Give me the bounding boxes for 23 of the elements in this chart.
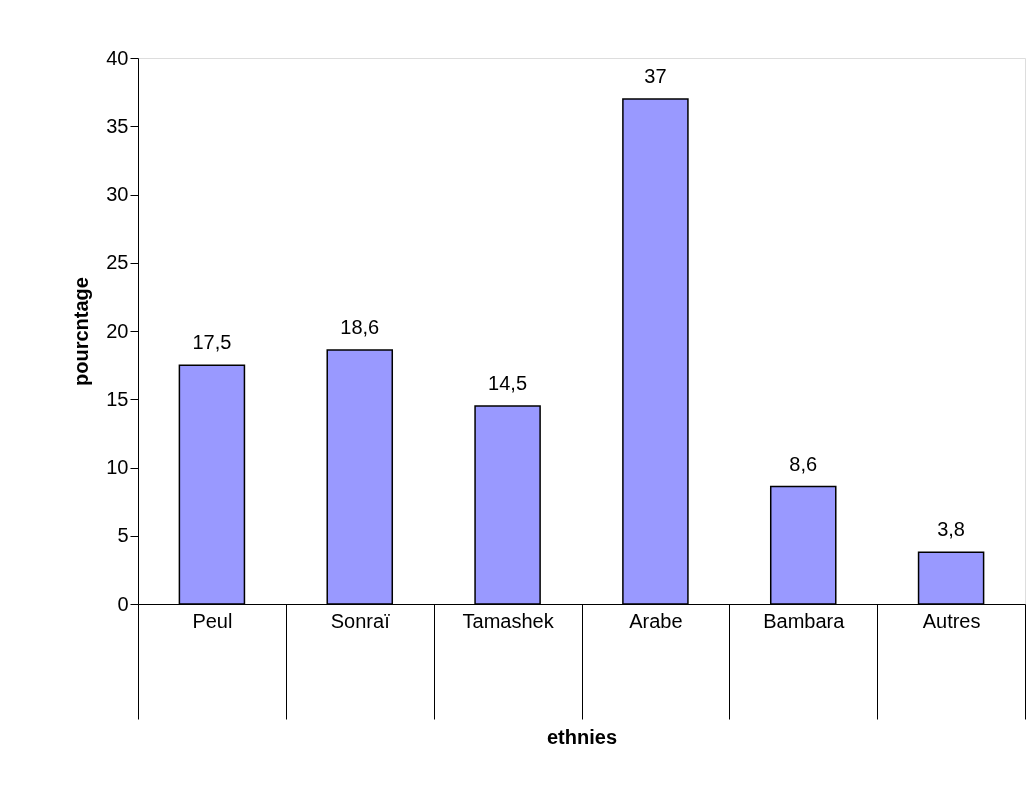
y-tick-label: 10 — [106, 456, 129, 478]
y-tick-label: 0 — [117, 592, 129, 615]
x-tick-label: Peul — [192, 609, 233, 632]
y-tick-label: 25 — [106, 251, 129, 274]
data-label: 18,6 — [340, 316, 380, 339]
data-label: 14,5 — [488, 372, 528, 395]
data-label: 17,5 — [192, 331, 232, 354]
data-label: 8,6 — [789, 452, 818, 475]
y-tick-label: 30 — [106, 183, 129, 205]
y-axis-title: pourcntage — [70, 277, 93, 386]
x-tick-label: Tamashek — [462, 609, 555, 632]
y-tick-label: 35 — [106, 114, 129, 137]
y-tick-label: 20 — [106, 319, 129, 342]
data-label: 37 — [644, 64, 667, 87]
data-label: 3,8 — [937, 518, 965, 541]
y-tick-label: 15 — [106, 387, 129, 410]
x-axis-title: ethnies — [546, 726, 618, 748]
x-tick-label: Autres — [922, 609, 981, 632]
x-tick-label: Bambara — [763, 609, 846, 632]
y-tick-label: 5 — [117, 524, 129, 547]
x-tick-label: Sonraï — [330, 609, 391, 632]
y-tick-label: 40 — [106, 46, 129, 69]
x-tick-label: Arabe — [629, 609, 683, 632]
